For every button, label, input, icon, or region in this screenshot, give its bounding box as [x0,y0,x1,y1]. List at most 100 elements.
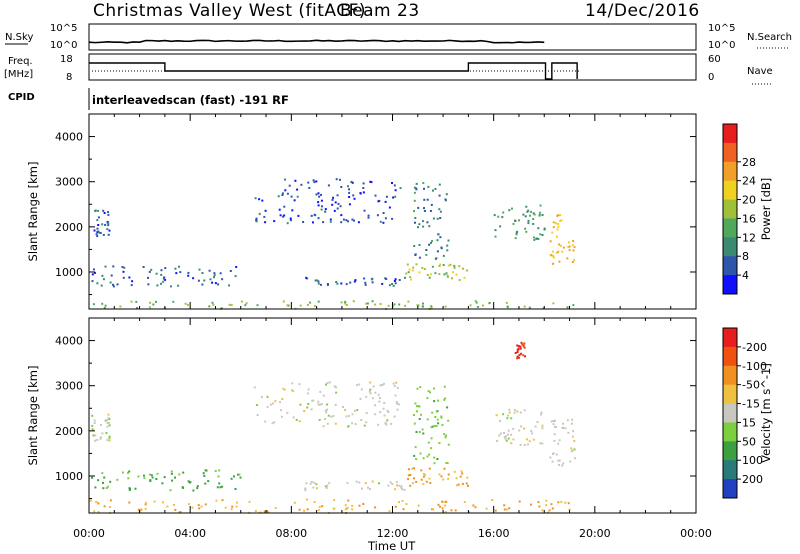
data-point [569,460,572,463]
data-point [525,205,528,208]
data-point [439,217,442,219]
colorbar-tick-label: -200 [742,341,767,354]
data-point [561,426,564,429]
data-point [413,467,415,470]
data-point [388,284,391,287]
data-point [342,218,345,221]
data-point [556,228,559,231]
data-point [333,498,336,501]
data-point [416,405,418,408]
data-point [572,430,575,433]
x-tick-label: 20:00 [579,527,611,540]
data-point [335,281,338,283]
data-point [411,467,414,470]
y-tick-label: 4000 [55,131,83,144]
data-point [172,300,175,303]
data-point [116,283,119,286]
colorbar-swatch [723,403,737,423]
data-point [561,464,564,467]
data-point [263,510,266,513]
data-point [107,224,110,227]
data-point [312,399,315,402]
data-point [522,213,525,216]
colorbar-tick-label: -100 [742,360,767,373]
data-point [499,432,502,435]
data-point [506,508,509,511]
freq-label: Freq. [8,56,33,67]
data-point [300,183,303,186]
data-point [443,433,446,436]
data-point [520,425,523,428]
data-point [408,468,410,471]
data-point [147,276,149,279]
colorbar-tick-label: 200 [742,473,763,486]
data-point [148,270,151,273]
colorbar-tick-label: 8 [742,250,749,263]
data-point [445,434,447,437]
data-point [430,305,433,308]
data-point [156,284,159,287]
data-point [198,507,201,510]
data-point [322,394,325,397]
colorbar-tick-label: 50 [742,435,756,448]
data-point [423,187,425,190]
data-point [430,437,433,440]
data-point [148,473,151,476]
data-point [406,263,409,266]
data-point [571,244,574,247]
data-point [331,198,334,201]
data-point [353,197,356,200]
data-point [298,383,301,386]
data-point [328,482,331,485]
data-point [511,207,513,210]
data-point [439,505,441,508]
data-point [97,502,100,505]
data-point [573,440,576,442]
data-point [299,304,302,307]
data-point [409,474,412,476]
data-point [439,210,442,213]
data-point [446,274,449,277]
data-point [391,217,394,220]
data-point [388,206,391,209]
data-point [438,473,441,476]
data-point [400,486,403,489]
data-point [505,301,508,304]
data-point [462,267,464,270]
data-point [423,268,426,270]
data-point [94,434,97,437]
data-point [166,505,169,508]
colorbar-swatch [723,479,737,499]
data-point [142,266,145,268]
data-point [438,194,441,197]
data-point [401,500,404,502]
data-point [574,457,576,460]
data-point [517,356,520,359]
data-point [428,467,431,470]
data-point [106,425,109,428]
data-point [234,275,237,278]
data-point [552,226,555,229]
data-point [383,402,386,404]
data-point [273,421,276,424]
data-point [161,501,164,504]
data-point [91,280,94,283]
data-point [211,301,214,304]
data-point [182,471,185,474]
data-point [423,198,426,201]
data-point [283,214,286,217]
data-point [422,483,425,486]
nsky-panel-frame [88,23,697,51]
data-point [559,214,561,217]
data-point [345,219,348,222]
data-point [410,278,413,281]
data-point [339,205,342,208]
data-point [219,486,222,489]
data-point [91,428,94,431]
data-point [539,204,542,207]
data-point [362,182,365,185]
data-point [280,409,282,412]
data-point [281,192,284,195]
data-point [344,508,347,511]
data-point [137,508,140,511]
